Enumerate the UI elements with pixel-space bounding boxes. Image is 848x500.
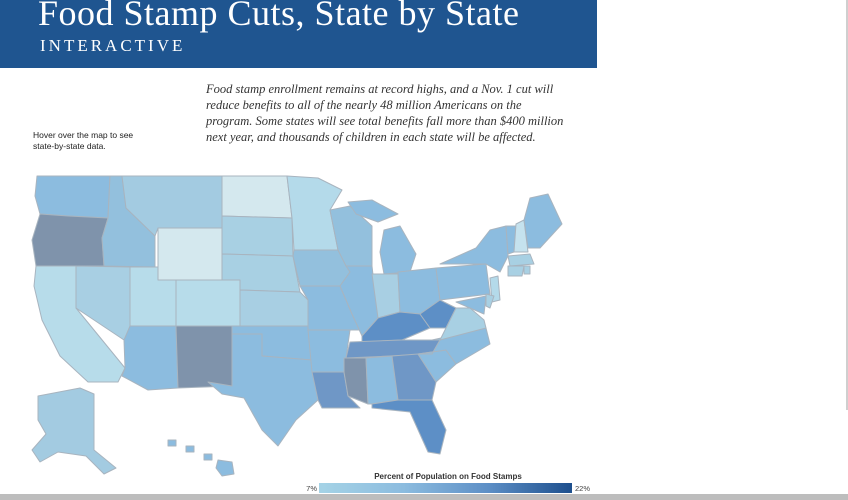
- state-rhode-island[interactable]: [523, 265, 531, 275]
- page-subtitle: INTERACTIVE: [40, 36, 186, 55]
- us-states-map: [31, 175, 563, 477]
- state-delaware[interactable]: [485, 293, 495, 309]
- state-alaska[interactable]: [31, 387, 117, 475]
- bottom-scrollbar[interactable]: [0, 494, 848, 500]
- intro-paragraph: Food stamp enrollment remains at record …: [206, 82, 564, 144]
- state-florida[interactable]: [371, 399, 447, 455]
- state-new-hampshire[interactable]: [513, 219, 529, 253]
- state-north-dakota[interactable]: [221, 175, 293, 219]
- legend-max-label: 22%: [575, 484, 591, 493]
- state-hawaii-kauai[interactable]: [167, 439, 177, 447]
- legend-min-label: 7%: [306, 484, 317, 493]
- state-virginia[interactable]: [439, 307, 487, 341]
- header-banner: Food Stamp Cuts, State by State INTERACT…: [0, 0, 597, 68]
- page-title: Food Stamp Cuts, State by State: [38, 0, 520, 33]
- state-hawaii-oahu[interactable]: [185, 445, 195, 453]
- hover-hint: Hover over the map to see state-by-state…: [33, 130, 134, 151]
- state-hawaii-maui[interactable]: [203, 453, 213, 461]
- state-connecticut[interactable]: [507, 265, 525, 277]
- state-pennsylvania[interactable]: [435, 263, 491, 301]
- state-maine[interactable]: [523, 193, 563, 249]
- state-michigan-up[interactable]: [347, 199, 399, 223]
- state-colorado[interactable]: [175, 279, 241, 327]
- state-new-mexico[interactable]: [175, 325, 233, 389]
- right-scrollbar-edge: [846, 0, 848, 410]
- state-michigan[interactable]: [379, 225, 417, 275]
- state-massachusetts[interactable]: [507, 253, 535, 267]
- state-washington[interactable]: [34, 175, 111, 219]
- legend-title: Percent of Population on Food Stamps: [374, 472, 522, 481]
- state-texas[interactable]: [207, 333, 319, 447]
- state-north-carolina[interactable]: [417, 327, 491, 365]
- state-arizona[interactable]: [121, 325, 179, 391]
- state-mississippi[interactable]: [343, 357, 369, 405]
- state-south-dakota[interactable]: [221, 215, 294, 257]
- state-kansas[interactable]: [239, 289, 309, 327]
- state-maryland[interactable]: [455, 295, 487, 315]
- state-oregon[interactable]: [31, 213, 109, 267]
- legend-color-scale: [319, 483, 572, 493]
- state-hawaii[interactable]: [215, 459, 235, 477]
- state-wyoming[interactable]: [157, 227, 223, 281]
